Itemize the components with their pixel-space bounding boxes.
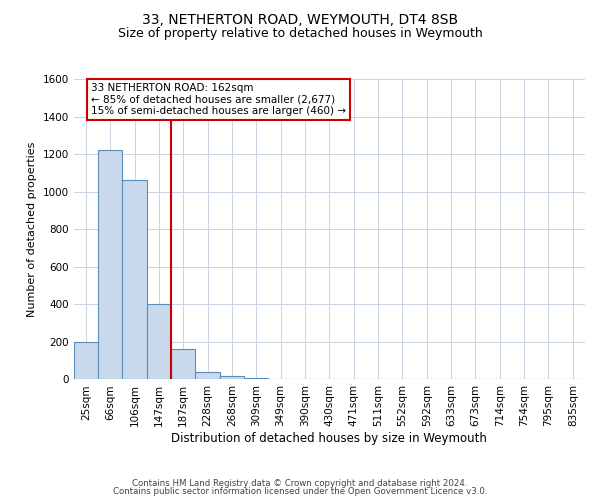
Text: Size of property relative to detached houses in Weymouth: Size of property relative to detached ho… [118, 28, 482, 40]
Text: 33, NETHERTON ROAD, WEYMOUTH, DT4 8SB: 33, NETHERTON ROAD, WEYMOUTH, DT4 8SB [142, 12, 458, 26]
Text: Contains HM Land Registry data © Crown copyright and database right 2024.: Contains HM Land Registry data © Crown c… [132, 478, 468, 488]
Bar [147, 304, 171, 380]
Text: 33 NETHERTON ROAD: 162sqm
← 85% of detached houses are smaller (2,677)
15% of se: 33 NETHERTON ROAD: 162sqm ← 85% of detac… [91, 83, 346, 116]
Text: Contains public sector information licensed under the Open Government Licence v3: Contains public sector information licen… [113, 487, 487, 496]
Bar [98, 150, 122, 380]
Bar [122, 180, 147, 380]
Bar [74, 342, 98, 380]
X-axis label: Distribution of detached houses by size in Weymouth: Distribution of detached houses by size … [172, 432, 487, 445]
Bar [244, 378, 268, 380]
Bar [220, 376, 244, 380]
Y-axis label: Number of detached properties: Number of detached properties [27, 142, 37, 317]
Bar [196, 372, 220, 380]
Bar [171, 350, 196, 380]
